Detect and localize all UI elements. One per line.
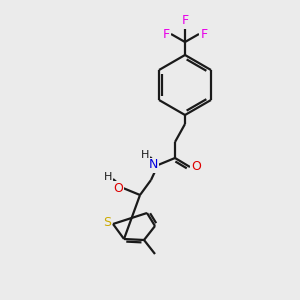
Text: F: F [162, 28, 169, 40]
Text: F: F [200, 28, 208, 40]
Text: N: N [148, 158, 158, 172]
Text: H: H [104, 172, 112, 182]
Text: O: O [191, 160, 201, 173]
Text: S: S [103, 217, 111, 230]
Text: F: F [182, 14, 189, 28]
Text: H: H [141, 150, 149, 160]
Text: O: O [113, 182, 123, 194]
